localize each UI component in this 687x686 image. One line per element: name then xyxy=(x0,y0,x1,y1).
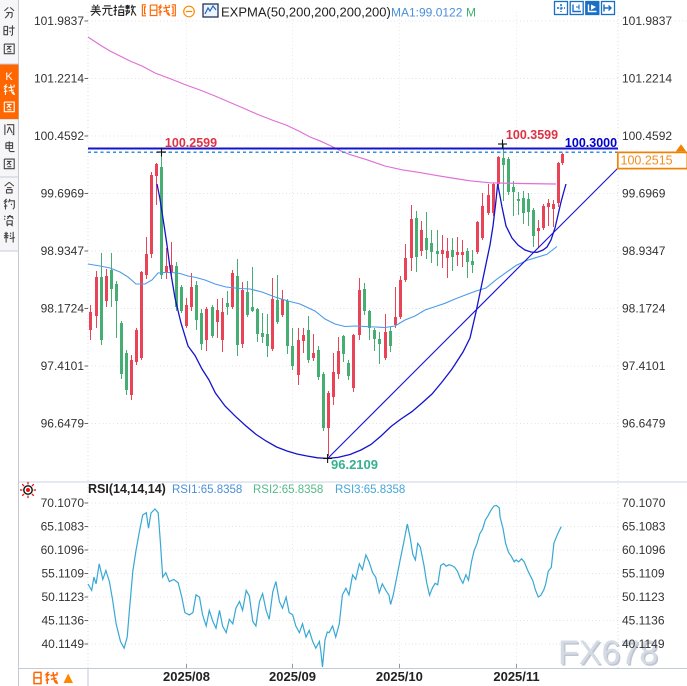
svg-text:45.1136: 45.1136 xyxy=(622,614,665,628)
svg-text:RSI2:65.8358: RSI2:65.8358 xyxy=(253,484,323,496)
svg-text:EXPMA(50,200,200,200,200): EXPMA(50,200,200,200,200) xyxy=(221,5,391,20)
svg-text:98.9347: 98.9347 xyxy=(622,244,666,258)
svg-text:65.1083: 65.1083 xyxy=(622,520,666,534)
svg-text:101.9837: 101.9837 xyxy=(622,14,672,28)
svg-text:98.9347: 98.9347 xyxy=(41,244,85,258)
svg-text:40.1149: 40.1149 xyxy=(622,637,665,651)
svg-text:50.1123: 50.1123 xyxy=(622,590,665,604)
svg-text:98.1724: 98.1724 xyxy=(41,302,85,316)
svg-text:60.1096: 60.1096 xyxy=(41,543,85,557)
svg-text:100.2599: 100.2599 xyxy=(165,136,217,150)
svg-text:99.6969: 99.6969 xyxy=(622,187,666,201)
svg-text:70.1070: 70.1070 xyxy=(622,496,666,510)
svg-text:101.2214: 101.2214 xyxy=(34,72,84,86)
svg-text:50.1123: 50.1123 xyxy=(42,590,85,604)
svg-text:70.1070: 70.1070 xyxy=(41,496,85,510)
svg-text:55.1109: 55.1109 xyxy=(42,567,85,581)
svg-text:M: M xyxy=(466,6,476,20)
svg-text:65.1083: 65.1083 xyxy=(41,520,85,534)
svg-text:60.1096: 60.1096 xyxy=(622,543,666,557)
svg-text:100.4592: 100.4592 xyxy=(34,129,84,143)
svg-text:K: K xyxy=(5,71,13,83)
svg-text:MA1:99.0122: MA1:99.0122 xyxy=(391,6,463,20)
svg-text:100.3599: 100.3599 xyxy=(506,128,558,142)
svg-text:101.9837: 101.9837 xyxy=(34,14,84,28)
svg-text:100.4592: 100.4592 xyxy=(622,129,672,143)
svg-text:101.2214: 101.2214 xyxy=(622,72,672,86)
svg-text:55.1109: 55.1109 xyxy=(622,567,665,581)
svg-text:96.2109: 96.2109 xyxy=(331,457,378,472)
svg-text:RSI1:65.8358: RSI1:65.8358 xyxy=(172,484,242,496)
svg-text:96.6479: 96.6479 xyxy=(622,417,666,431)
svg-text:45.1136: 45.1136 xyxy=(42,614,85,628)
svg-text:97.4101: 97.4101 xyxy=(41,359,85,373)
svg-text:100.2515: 100.2515 xyxy=(621,154,673,168)
svg-text:2025/08: 2025/08 xyxy=(163,669,210,684)
svg-text:FX678: FX678 xyxy=(558,634,658,672)
svg-text:97.4101: 97.4101 xyxy=(622,359,666,373)
svg-text:2025/10: 2025/10 xyxy=(376,669,423,684)
svg-text:100.3000: 100.3000 xyxy=(565,136,617,150)
svg-text:98.1724: 98.1724 xyxy=(622,302,666,316)
svg-text:2025/11: 2025/11 xyxy=(493,669,539,684)
svg-text:RSI3:65.8358: RSI3:65.8358 xyxy=(335,484,405,496)
svg-text:RSI(14,14,14): RSI(14,14,14) xyxy=(88,482,166,496)
svg-text:96.6479: 96.6479 xyxy=(41,417,85,431)
svg-text:FX678: FX678 xyxy=(560,636,660,674)
svg-text:99.6969: 99.6969 xyxy=(41,187,85,201)
svg-text:2025/09: 2025/09 xyxy=(269,669,316,684)
svg-text:40.1149: 40.1149 xyxy=(42,637,85,651)
